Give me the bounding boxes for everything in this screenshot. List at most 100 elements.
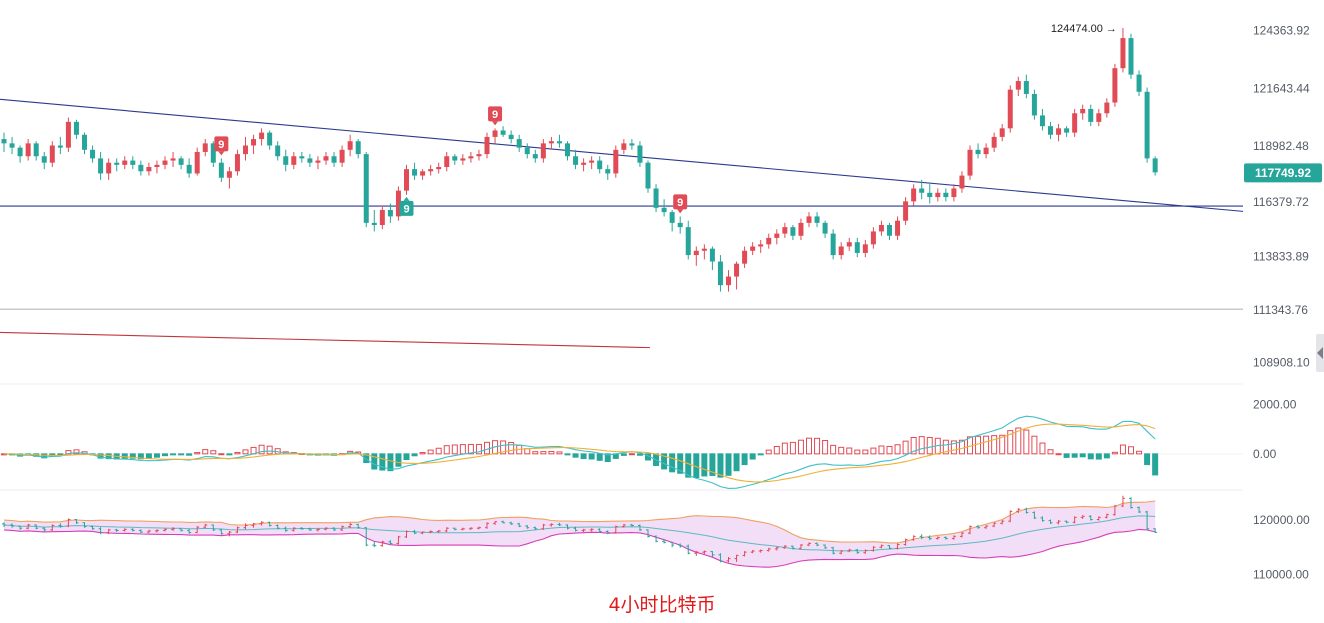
macd-histogram-bar[interactable] <box>709 453 716 476</box>
bollinger-mid-line[interactable] <box>3 515 1156 552</box>
macd-histogram-bar[interactable] <box>162 453 168 457</box>
macd-histogram-bar[interactable] <box>556 451 563 455</box>
candle[interactable] <box>758 244 764 247</box>
candle[interactable] <box>428 169 434 172</box>
candle[interactable] <box>1056 128 1062 135</box>
macd-histogram-bar[interactable] <box>636 453 643 456</box>
candle[interactable] <box>822 222 828 234</box>
candle[interactable] <box>887 225 892 236</box>
candle[interactable] <box>693 250 699 256</box>
candle[interactable] <box>750 246 756 251</box>
macd-histogram-bar[interactable] <box>1152 453 1159 476</box>
candle[interactable] <box>1112 68 1118 103</box>
macd-histogram-bar[interactable] <box>427 449 434 455</box>
candle[interactable] <box>613 149 619 174</box>
candle[interactable] <box>106 162 112 174</box>
candle[interactable] <box>307 158 313 163</box>
macd-histogram-bar[interactable] <box>685 453 692 478</box>
macd-histogram-bar[interactable] <box>451 444 458 455</box>
macd-histogram-bar[interactable] <box>153 453 160 458</box>
candle[interactable] <box>363 154 369 223</box>
candle[interactable] <box>830 233 836 256</box>
macd-histogram-bar[interactable] <box>1063 453 1070 458</box>
macd-histogram-bar[interactable] <box>983 435 990 455</box>
trendline-red[interactable] <box>0 331 651 349</box>
candle[interactable] <box>742 250 748 264</box>
macd-histogram-bar[interactable] <box>508 441 515 455</box>
macd-histogram-bar[interactable] <box>620 453 627 456</box>
candle[interactable] <box>983 147 989 155</box>
candle[interactable] <box>1096 113 1102 122</box>
candle[interactable] <box>734 263 740 277</box>
macd-histogram-bar[interactable] <box>886 445 893 455</box>
candle[interactable] <box>766 237 772 245</box>
candle[interactable] <box>387 209 393 217</box>
candle[interactable] <box>516 139 522 148</box>
candle[interactable] <box>621 143 627 150</box>
candle[interactable] <box>460 158 466 161</box>
candle[interactable] <box>57 145 63 148</box>
candle[interactable] <box>951 188 957 198</box>
candle[interactable] <box>259 132 265 140</box>
candle[interactable] <box>484 136 490 155</box>
macd-histogram-bar[interactable] <box>1039 442 1046 455</box>
macd-histogram-bar[interactable] <box>226 453 233 456</box>
candle[interactable] <box>25 143 31 157</box>
macd-histogram-bar[interactable] <box>145 453 152 459</box>
candle[interactable] <box>210 143 216 163</box>
candle[interactable] <box>669 212 675 223</box>
candle[interactable] <box>1144 91 1150 159</box>
candle[interactable] <box>1023 81 1029 94</box>
candle[interactable] <box>194 151 200 174</box>
macd-histogram-bar[interactable] <box>178 453 185 456</box>
macd-histogram-bar[interactable] <box>1079 453 1086 458</box>
bollinger-panel[interactable] <box>2 495 1158 568</box>
candle[interactable] <box>556 141 562 144</box>
candle[interactable] <box>508 134 514 140</box>
candle[interactable] <box>1015 81 1021 90</box>
candle[interactable] <box>959 175 965 189</box>
macd-histogram-bar[interactable] <box>942 439 949 455</box>
last-price-badge[interactable] <box>1244 163 1322 183</box>
macd-histogram-bar[interactable] <box>1007 430 1014 455</box>
macd-histogram-bar[interactable] <box>781 442 788 455</box>
candle[interactable] <box>468 156 474 159</box>
macd-histogram-bar[interactable] <box>910 437 917 455</box>
candle[interactable] <box>452 156 458 161</box>
macd-histogram-bar[interactable] <box>733 453 740 472</box>
macd-histogram-bar[interactable] <box>596 453 603 461</box>
candle[interactable] <box>267 132 273 146</box>
candle[interactable] <box>911 188 917 202</box>
macd-histogram-bar[interactable] <box>870 447 877 455</box>
candle[interactable] <box>854 242 860 253</box>
macd-histogram-bar[interactable] <box>878 445 885 455</box>
macd-histogram-bar[interactable] <box>717 453 724 478</box>
macd-histogram-bar[interactable] <box>242 449 249 455</box>
candle[interactable] <box>420 171 426 176</box>
candle[interactable] <box>1080 108 1086 114</box>
candle[interactable] <box>500 130 506 135</box>
candle[interactable] <box>371 222 377 226</box>
macd-histogram-bar[interactable] <box>194 452 201 455</box>
macd-histogram-bar[interactable] <box>773 445 780 455</box>
candle[interactable] <box>895 220 901 236</box>
candle[interactable] <box>540 143 546 159</box>
macd-histogram-bar[interactable] <box>1015 427 1022 455</box>
candle[interactable] <box>162 160 168 165</box>
candle[interactable] <box>581 162 587 165</box>
candle[interactable] <box>1039 115 1045 127</box>
macd-histogram-bar[interactable] <box>170 453 177 456</box>
macd-histogram-bar[interactable] <box>234 451 241 455</box>
macd-histogram-bar[interactable] <box>443 445 450 455</box>
candle[interactable] <box>701 248 707 251</box>
candle[interactable] <box>65 121 71 148</box>
macd-histogram-bar[interactable] <box>73 449 80 455</box>
candle[interactable] <box>1007 89 1013 129</box>
macd-histogram-bar[interactable] <box>484 441 490 455</box>
candle[interactable] <box>774 233 780 238</box>
macd-histogram-bar[interactable] <box>797 439 804 455</box>
macd-histogram-bar[interactable] <box>628 453 635 456</box>
macd-panel[interactable] <box>0 415 1243 489</box>
candle[interactable] <box>967 149 973 176</box>
macd-histogram-bar[interactable] <box>1119 444 1126 455</box>
